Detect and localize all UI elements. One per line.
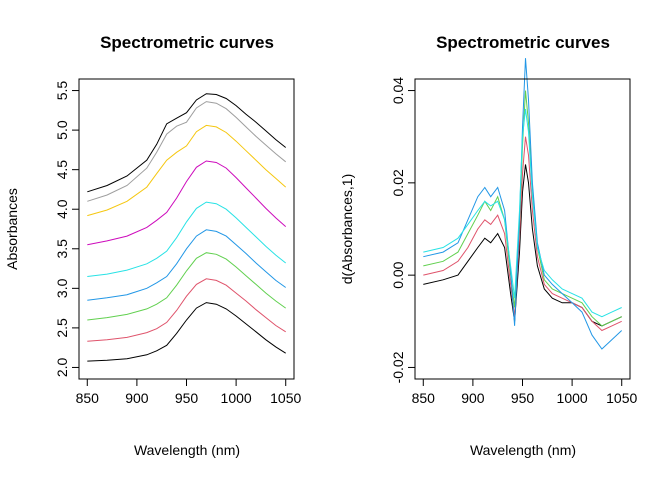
x-tick-label: 1050 xyxy=(270,390,301,406)
y-tick-label: 0.02 xyxy=(390,169,406,196)
series-line xyxy=(87,252,286,321)
series-line xyxy=(423,136,622,332)
y-tick-label: 5.0 xyxy=(54,120,70,140)
y-axis-ticks: 2.0 2.5 3.0 3.5 4.0 4.5 5.0 5.5 xyxy=(54,81,79,378)
series-line xyxy=(423,164,622,327)
series-line xyxy=(423,58,623,350)
y-tick-label: 2.5 xyxy=(54,318,70,338)
x-tick-label: 1000 xyxy=(557,390,588,406)
series-line xyxy=(87,124,287,217)
series-line xyxy=(87,93,287,193)
x-tick-label: 850 xyxy=(76,390,100,406)
series-lines xyxy=(423,58,623,350)
y-tick-label: 3.5 xyxy=(54,239,70,259)
chart-panel-absorbances: Spectrometric curves Wavelength (nm) Abs… xyxy=(4,33,302,458)
y-axis-ticks: -0.02 0.00 0.02 0.04 xyxy=(390,77,415,383)
x-tick-label: 1050 xyxy=(606,390,637,406)
x-axis-ticks: 850 900 950 1000 1050 xyxy=(412,378,638,406)
y-axis-label: d(Absorbances,1) xyxy=(339,174,355,285)
plot-frame xyxy=(414,78,631,380)
x-axis-ticks: 850 900 950 1000 1050 xyxy=(76,378,302,406)
x-tick-label: 950 xyxy=(511,390,535,406)
series-line xyxy=(87,160,287,246)
series-line xyxy=(87,201,287,277)
x-axis-label: Wavelength (nm) xyxy=(470,442,576,458)
x-tick-label: 900 xyxy=(125,390,149,406)
y-tick-label: 2.0 xyxy=(54,358,70,378)
x-tick-label: 1000 xyxy=(221,390,252,406)
chart-title: Spectrometric curves xyxy=(100,33,274,52)
y-tick-label: 3.0 xyxy=(54,278,70,298)
y-tick-label: -0.02 xyxy=(390,351,406,383)
series-line xyxy=(87,229,286,301)
y-axis-label: Absorbances xyxy=(4,188,20,270)
y-tick-label: 0.00 xyxy=(390,261,406,288)
y-tick-label: 4.0 xyxy=(54,199,70,219)
series-line xyxy=(87,278,286,342)
x-tick-label: 900 xyxy=(461,390,485,406)
series-lines xyxy=(87,93,287,362)
plot-frame xyxy=(78,78,295,380)
y-tick-label: 4.5 xyxy=(54,160,70,180)
y-tick-label: 5.5 xyxy=(54,81,70,101)
x-axis-label: Wavelength (nm) xyxy=(134,442,240,458)
series-line xyxy=(87,101,287,202)
series-line xyxy=(423,108,622,318)
series-line xyxy=(87,302,286,362)
x-tick-label: 850 xyxy=(412,390,436,406)
chart-panel-derivative: Spectrometric curves Wavelength (nm) d(A… xyxy=(339,33,638,458)
x-tick-label: 950 xyxy=(175,390,199,406)
chart-title: Spectrometric curves xyxy=(436,33,610,52)
y-tick-label: 0.04 xyxy=(390,77,406,104)
